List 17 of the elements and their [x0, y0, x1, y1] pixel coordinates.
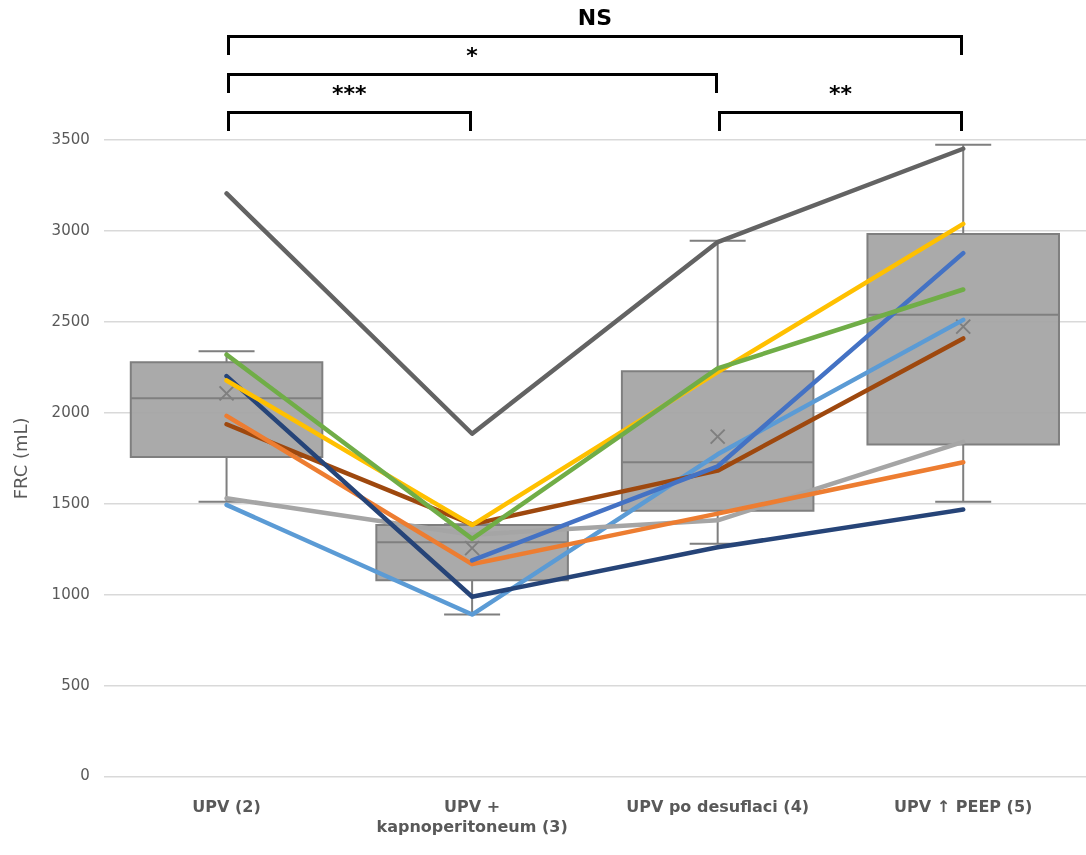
text: ***	[332, 81, 367, 106]
y-tick-label: 1500	[51, 493, 90, 512]
x-tick-label: UPV + kapnoperitoneum (3)	[376, 797, 568, 836]
y-tick-label: 2500	[51, 311, 90, 330]
y-tick-label: 3000	[51, 220, 90, 239]
y-tick-label: 1000	[51, 584, 90, 603]
y-tick-label: 500	[61, 675, 90, 694]
text: *	[466, 43, 478, 68]
text: **	[828, 81, 852, 106]
x-tick-label: UPV (2)	[192, 797, 261, 817]
text: NS	[577, 5, 613, 30]
x-tick-label: UPV po desuflaci (4)	[626, 797, 810, 817]
y-tick-label: 2000	[51, 402, 90, 421]
y-axis-title: FRC (mL)	[10, 417, 32, 500]
x-tick-label: UPV ↑ PEEP (5)	[894, 797, 1033, 817]
y-tick-label: 0	[80, 766, 90, 785]
y-tick-label: 3500	[51, 129, 90, 148]
